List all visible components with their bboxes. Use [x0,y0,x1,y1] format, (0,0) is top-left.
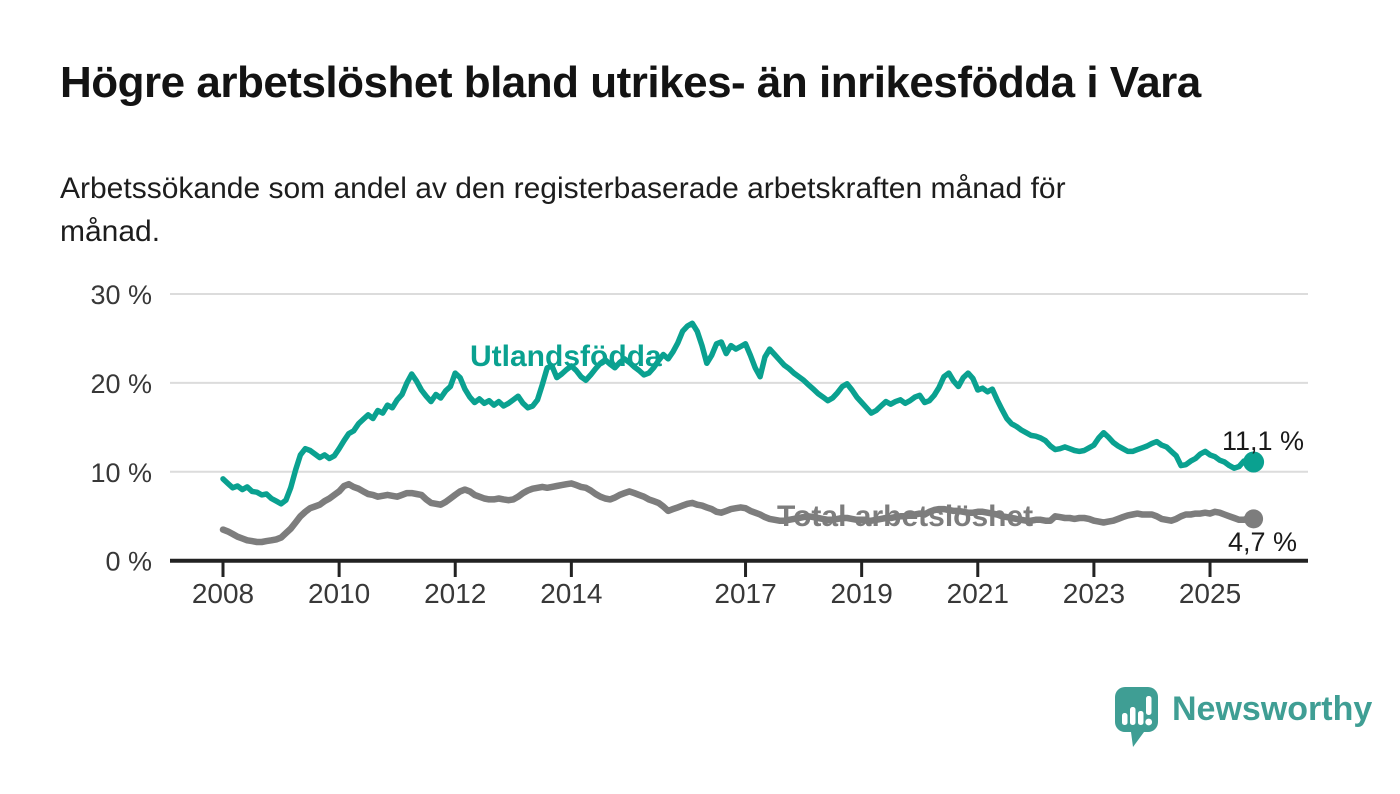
x-tick-label-2025: 2025 [1179,578,1241,609]
y-tick-label-10: 10 % [90,458,152,488]
newsworthy-logo: Newsworthy [1113,686,1372,748]
x-axis-group: 2008 2010 2012 2014 2017 2019 2021 2023 2025 [192,562,1241,609]
newsworthy-wordmark: Newsworthy [1172,690,1373,728]
end-dot-series-1 [1244,509,1264,529]
end-value-label-total: 4,7 % [1228,527,1297,557]
y-axis-labels-group: 0 % 10 % 20 % 30 % [90,280,152,577]
series-label-total-arbetsloshet: Total arbetslöshet [777,500,1033,533]
x-tick-label-2019: 2019 [831,578,893,609]
page-subtitle: Arbetssökande som andel av den registerb… [60,167,1066,253]
y-tick-label-30: 30 % [90,280,152,310]
newsworthy-bubble-chart-icon [1115,687,1158,747]
line-series-1 [219,480,1257,546]
x-tick-label-2023: 2023 [1063,578,1125,609]
gridlines-group [170,293,1308,563]
x-tick-label-2014: 2014 [540,578,602,609]
end-value-label-utlandsfodda: 11,1 % [1222,426,1304,456]
end-dot-series-0 [1243,451,1265,473]
y-tick-label-20: 20 % [90,369,152,399]
subtitle-line-1: Arbetssökande som andel av den registerb… [60,172,1066,205]
series-lines-group [219,320,1265,546]
x-tick-label-2021: 2021 [947,578,1009,609]
page-title: Högre arbetslöshet bland utrikes- än inr… [60,58,1201,107]
x-tick-label-2008: 2008 [192,578,254,609]
line-series-0 [220,320,1257,507]
x-tick-label-2012: 2012 [424,578,486,609]
x-tick-label-2010: 2010 [308,578,370,609]
x-tick-label-2017: 2017 [714,578,776,609]
y-tick-label-0: 0 % [105,547,152,577]
series-label-utlandsfodda: Utlandsfödda [470,340,662,373]
subtitle-line-2: månad. [60,215,161,248]
